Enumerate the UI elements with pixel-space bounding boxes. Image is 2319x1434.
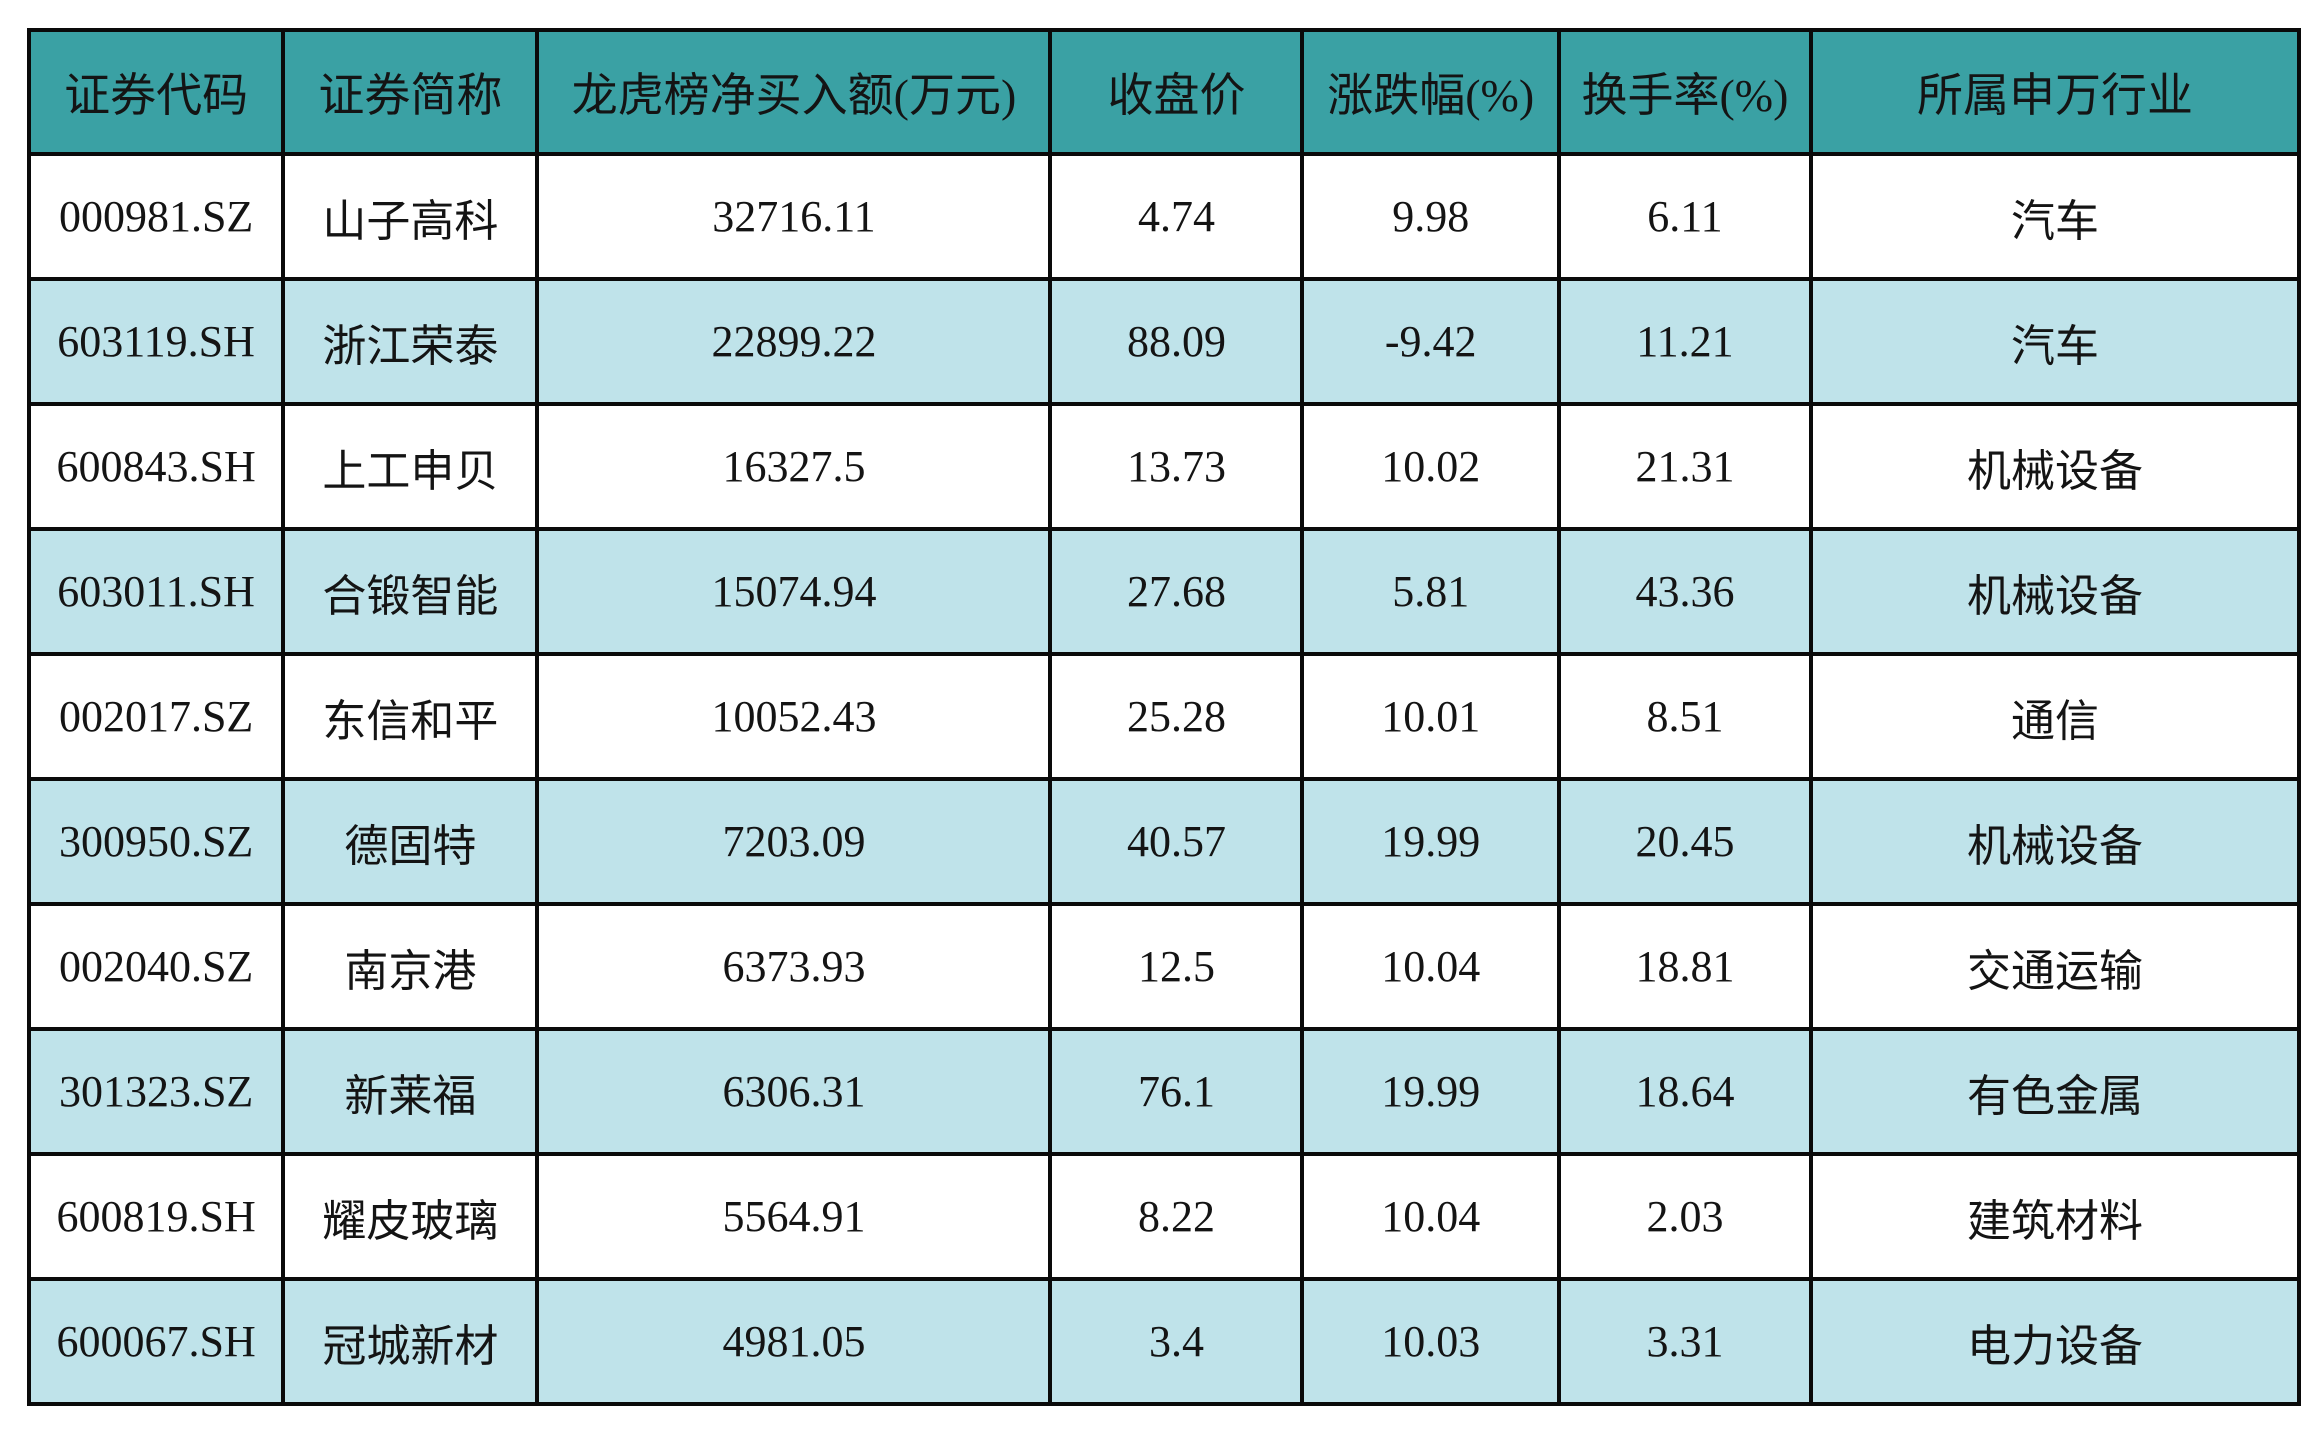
table-row-002040.SZ: 002040.SZ 南京港 6373.93 12.5 10.04 18.81 交通运输 — [26, 902, 2302, 1031]
cell-code: 600819.SH — [26, 1152, 286, 1281]
column-header-close: 收盘价 — [1048, 28, 1305, 156]
cell-close: 88.09 — [1048, 277, 1305, 406]
table-row-300950.SZ: 300950.SZ 德固特 7203.09 40.57 19.99 20.45 机械设备 — [26, 777, 2302, 906]
column-header-turnover: 换手率(%) — [1556, 28, 1813, 156]
cell-code: 000981.SZ — [26, 152, 286, 281]
cell-industry: 建筑材料 — [1808, 1152, 2302, 1281]
cell-name: 南京港 — [281, 902, 540, 1031]
cell-close: 13.73 — [1048, 402, 1305, 531]
cell-net_buy: 6373.93 — [535, 902, 1053, 1031]
cell-industry: 电力设备 — [1808, 1277, 2302, 1406]
cell-close: 12.5 — [1048, 902, 1305, 1031]
cell-turnover: 8.51 — [1556, 652, 1813, 781]
cell-change_pct: 19.99 — [1300, 1027, 1561, 1156]
cell-turnover: 21.31 — [1556, 402, 1813, 531]
cell-turnover: 2.03 — [1556, 1152, 1813, 1281]
cell-name: 冠城新材 — [281, 1277, 540, 1406]
cell-turnover: 6.11 — [1556, 152, 1813, 281]
cell-turnover: 43.36 — [1556, 527, 1813, 656]
cell-industry: 通信 — [1808, 652, 2302, 781]
cell-industry: 交通运输 — [1808, 902, 2302, 1031]
cell-net_buy: 15074.94 — [535, 527, 1053, 656]
table-row-002017.SZ: 002017.SZ 东信和平 10052.43 25.28 10.01 8.51 通信 — [26, 652, 2302, 781]
cell-industry: 汽车 — [1808, 152, 2302, 281]
cell-turnover: 20.45 — [1556, 777, 1813, 906]
table-body: 000981.SZ 山子高科 32716.11 4.74 9.98 6.11 汽车 60311… — [26, 152, 2302, 1406]
cell-change_pct: 19.99 — [1300, 777, 1561, 906]
cell-net_buy: 32716.11 — [535, 152, 1053, 281]
table-row-603011.SH: 603011.SH 合锻智能 15074.94 27.68 5.81 43.36 机械设备 — [26, 527, 2302, 656]
cell-name: 浙江荣泰 — [281, 277, 540, 406]
cell-change_pct: 10.03 — [1300, 1277, 1561, 1406]
cell-change_pct: 10.01 — [1300, 652, 1561, 781]
cell-name: 新莱福 — [281, 1027, 540, 1156]
cell-change_pct: 10.02 — [1300, 402, 1561, 531]
cell-change_pct: 9.98 — [1300, 152, 1561, 281]
cell-industry: 机械设备 — [1808, 777, 2302, 906]
cell-name: 耀皮玻璃 — [281, 1152, 540, 1281]
cell-net_buy: 4981.05 — [535, 1277, 1053, 1406]
cell-code: 603011.SH — [26, 527, 286, 656]
dragon-tiger-list-table: 证券代码 证券简称 龙虎榜净买入额(万元) 收盘价 涨跌幅(%) 换手率(%) 所属申万行业… — [26, 28, 2302, 1406]
column-header-name: 证券简称 — [281, 28, 540, 156]
cell-code: 300950.SZ — [26, 777, 286, 906]
table-header-row: 证券代码 证券简称 龙虎榜净买入额(万元) 收盘价 涨跌幅(%) 换手率(%) 所属申万行业 — [26, 28, 2302, 156]
cell-change_pct: 5.81 — [1300, 527, 1561, 656]
cell-net_buy: 5564.91 — [535, 1152, 1053, 1281]
cell-net_buy: 10052.43 — [535, 652, 1053, 781]
cell-net_buy: 16327.5 — [535, 402, 1053, 531]
cell-net_buy: 7203.09 — [535, 777, 1053, 906]
table-row-000981.SZ: 000981.SZ 山子高科 32716.11 4.74 9.98 6.11 汽车 — [26, 152, 2302, 281]
column-header-net_buy: 龙虎榜净买入额(万元) — [535, 28, 1053, 156]
cell-name: 山子高科 — [281, 152, 540, 281]
cell-name: 上工申贝 — [281, 402, 540, 531]
cell-code: 600067.SH — [26, 1277, 286, 1406]
table-row-600819.SH: 600819.SH 耀皮玻璃 5564.91 8.22 10.04 2.03 建筑材料 — [26, 1152, 2302, 1281]
cell-close: 25.28 — [1048, 652, 1305, 781]
cell-change_pct: 10.04 — [1300, 1152, 1561, 1281]
cell-code: 600843.SH — [26, 402, 286, 531]
cell-code: 002017.SZ — [26, 652, 286, 781]
cell-close: 3.4 — [1048, 1277, 1305, 1406]
cell-industry: 汽车 — [1808, 277, 2302, 406]
cell-industry: 有色金属 — [1808, 1027, 2302, 1156]
table-row-600067.SH: 600067.SH 冠城新材 4981.05 3.4 10.03 3.31 电力设备 — [26, 1277, 2302, 1406]
column-header-code: 证券代码 — [26, 28, 286, 156]
cell-code: 002040.SZ — [26, 902, 286, 1031]
cell-change_pct: 10.04 — [1300, 902, 1561, 1031]
cell-code: 301323.SZ — [26, 1027, 286, 1156]
cell-name: 合锻智能 — [281, 527, 540, 656]
cell-name: 德固特 — [281, 777, 540, 906]
cell-turnover: 18.81 — [1556, 902, 1813, 1031]
cell-close: 27.68 — [1048, 527, 1305, 656]
cell-turnover: 18.64 — [1556, 1027, 1813, 1156]
cell-net_buy: 22899.22 — [535, 277, 1053, 406]
stock-table-container: 证券代码 证券简称 龙虎榜净买入额(万元) 收盘价 涨跌幅(%) 换手率(%) 所属申万行业… — [26, 28, 2302, 1406]
cell-name: 东信和平 — [281, 652, 540, 781]
table-row-600843.SH: 600843.SH 上工申贝 16327.5 13.73 10.02 21.31 机械设备 — [26, 402, 2302, 531]
cell-net_buy: 6306.31 — [535, 1027, 1053, 1156]
cell-close: 76.1 — [1048, 1027, 1305, 1156]
cell-turnover: 11.21 — [1556, 277, 1813, 406]
cell-industry: 机械设备 — [1808, 527, 2302, 656]
cell-change_pct: -9.42 — [1300, 277, 1561, 406]
cell-close: 40.57 — [1048, 777, 1305, 906]
cell-industry: 机械设备 — [1808, 402, 2302, 531]
column-header-change_pct: 涨跌幅(%) — [1300, 28, 1561, 156]
cell-close: 8.22 — [1048, 1152, 1305, 1281]
cell-close: 4.74 — [1048, 152, 1305, 281]
cell-code: 603119.SH — [26, 277, 286, 406]
table-row-301323.SZ: 301323.SZ 新莱福 6306.31 76.1 19.99 18.64 有色金属 — [26, 1027, 2302, 1156]
table-row-603119.SH: 603119.SH 浙江荣泰 22899.22 88.09 -9.42 11.21 汽车 — [26, 277, 2302, 406]
column-header-industry: 所属申万行业 — [1808, 28, 2302, 156]
cell-turnover: 3.31 — [1556, 1277, 1813, 1406]
